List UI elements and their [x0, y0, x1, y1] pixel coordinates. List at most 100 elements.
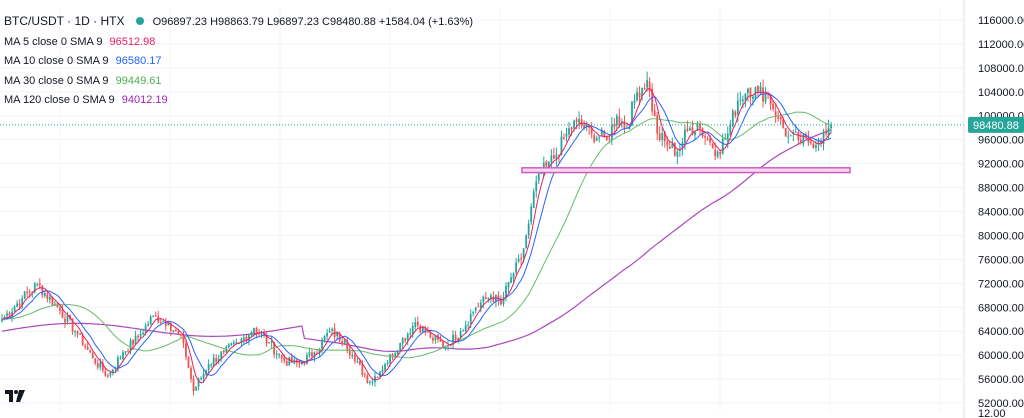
candle-body [61, 309, 64, 318]
candle-body [545, 161, 548, 167]
candle-body [278, 354, 281, 356]
candle-body [255, 327, 258, 334]
candle-body [633, 100, 636, 104]
indicator-ma120[interactable]: MA 120 close 0 SMA 9 94012.19 [4, 91, 473, 111]
candle-body [76, 331, 79, 335]
candle-body [142, 333, 145, 335]
candle-body [822, 132, 825, 144]
indicator-ma30[interactable]: MA 30 close 0 SMA 9 99449.61 [4, 72, 473, 92]
candle-body [26, 291, 29, 293]
candle-body [552, 155, 555, 159]
candle-body [16, 303, 19, 307]
candle-body [585, 123, 588, 128]
candle-body [348, 349, 351, 356]
indicator-label: MA 10 close 0 SMA 9 [4, 55, 109, 67]
candle-body [177, 331, 180, 335]
candle-body [358, 360, 361, 365]
candle-body [711, 144, 714, 149]
candle-body [807, 137, 810, 143]
indicator-value: 96580.17 [115, 55, 162, 67]
candle-body [220, 351, 223, 359]
candle-body [782, 119, 785, 128]
candle-body [1, 319, 3, 322]
candle-body [719, 151, 722, 155]
candle-body [336, 332, 339, 337]
candle-body [598, 137, 601, 139]
candle-body [369, 382, 371, 384]
candle-body [673, 142, 676, 156]
candle-body [94, 358, 97, 364]
candle-body [799, 139, 802, 143]
candle-body [248, 335, 250, 341]
y-tick-label-partial: 12.00 [978, 408, 1006, 418]
candle-body [595, 137, 598, 141]
last-price-label: 98480.88 [973, 120, 1019, 132]
candle-body [671, 143, 674, 148]
candle-body [648, 81, 651, 91]
candle-body [621, 121, 623, 123]
price-axis[interactable]: 52000.00 56000.00 60000.00 64000.00 68000.00… [963, 0, 1024, 418]
candle-body [464, 325, 467, 332]
indicator-label: MA 30 close 0 SMA 9 [4, 74, 109, 87]
candle-body [197, 378, 200, 387]
candle-body [701, 128, 704, 137]
candle-body [376, 376, 379, 378]
candle-body [560, 136, 563, 155]
candle-body [532, 191, 535, 208]
ma120-line [1, 129, 832, 353]
candle-body [109, 371, 112, 376]
candle-body [507, 281, 510, 288]
candle-body [404, 338, 407, 341]
candle-body [202, 373, 205, 379]
candle-body [306, 355, 308, 365]
candle-body [462, 330, 465, 332]
candle-body [510, 277, 512, 283]
candle-body [517, 258, 520, 262]
y-tick-label: 76000.00 [978, 254, 1024, 266]
tradingview-logo-icon [5, 390, 25, 402]
candle-body [827, 127, 830, 135]
candle-body [195, 387, 197, 391]
indicator-ma10[interactable]: MA 10 close 0 SMA 9 96580.17 [4, 52, 473, 72]
candle-body [802, 134, 805, 144]
candle-body [91, 353, 94, 359]
symbol-title[interactable]: BTC/USDT · 1D · HTX [4, 14, 125, 28]
candle-body [578, 119, 580, 123]
candle-body [752, 96, 754, 99]
candle-body [651, 88, 654, 112]
candle-body [311, 352, 313, 357]
candle-body [767, 93, 769, 95]
candle-body [527, 223, 530, 236]
candle-body [479, 302, 482, 308]
candle-body [454, 334, 457, 341]
y-tick-label: 52000.00 [978, 398, 1024, 410]
candle-body [74, 331, 76, 333]
candle-body [290, 356, 293, 364]
candle-body [207, 364, 210, 371]
y-tick-label: 92000.00 [978, 159, 1024, 171]
tradingview-logo-icon[interactable] [4, 388, 26, 410]
candle-body [583, 124, 586, 129]
candle-body [363, 374, 366, 376]
y-tick-label: 96000.00 [978, 135, 1024, 147]
candle-body [356, 361, 359, 363]
candle-body [243, 337, 245, 341]
candle-body [59, 307, 61, 311]
candle-body [812, 143, 815, 148]
indicator-value: 94012.19 [121, 94, 168, 106]
candle-body [341, 341, 344, 344]
candle-body [185, 343, 187, 357]
candle-body [757, 85, 759, 92]
candle-body [144, 325, 147, 333]
candle-body [613, 123, 616, 128]
candle-body [338, 333, 341, 341]
indicator-ma5[interactable]: MA 5 close 0 SMA 9 96512.98 [4, 33, 473, 53]
candle-body [764, 93, 767, 102]
candle-body [240, 339, 243, 343]
candle-body [414, 322, 417, 327]
candle-body [33, 283, 36, 293]
candle-body [300, 362, 303, 365]
candle-body [726, 133, 729, 141]
candle-body [122, 352, 124, 359]
